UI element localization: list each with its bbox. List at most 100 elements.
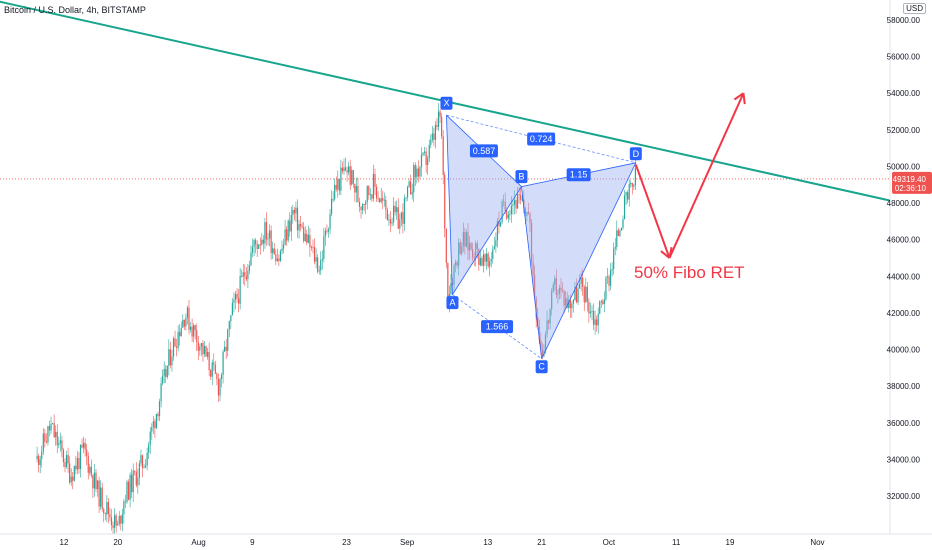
time-tick: 21 (537, 538, 546, 547)
candle-body (157, 413, 159, 417)
point-label-x[interactable] (440, 96, 453, 110)
candle-body (138, 463, 140, 478)
candle-body (552, 284, 554, 292)
candle-body (278, 258, 280, 261)
symbol-title[interactable]: Bitcoin / U.S. Dollar, 4h, BITSTAMP (4, 5, 146, 15)
candle-body (617, 230, 619, 236)
candle-body (211, 362, 213, 377)
candle-body (585, 286, 587, 303)
ratio-bd[interactable] (566, 168, 591, 182)
candle-body (537, 317, 539, 327)
candle-body (301, 226, 303, 228)
candle-body (251, 246, 254, 253)
candle-body (143, 467, 145, 468)
candle-body (430, 139, 432, 145)
price-tick: 38000.00 (887, 382, 921, 391)
candle-body (206, 352, 209, 357)
candle-body (461, 245, 463, 254)
pattern-leg[interactable] (541, 162, 637, 359)
ratio-ac[interactable] (481, 320, 514, 334)
candle-body (168, 349, 170, 366)
pattern-ratio-line[interactable] (452, 294, 542, 360)
candle-body (78, 457, 80, 470)
trendline[interactable] (0, 0, 932, 216)
candle-body (634, 168, 636, 185)
candle-body (129, 474, 131, 500)
candle-body (131, 474, 133, 493)
pattern-triangle-bcd[interactable] (521, 162, 636, 359)
time-axis[interactable] (0, 534, 932, 550)
candle-body (495, 240, 497, 247)
currency-label[interactable]: USD (903, 3, 926, 14)
candle-body (231, 302, 233, 316)
ratio-xd[interactable] (527, 132, 556, 146)
pattern-leg[interactable] (452, 186, 522, 295)
candle-body (571, 303, 573, 309)
candle-body (64, 462, 66, 468)
candle-body (273, 248, 275, 255)
candle-body (202, 343, 204, 355)
time-tick: 23 (342, 538, 351, 547)
candle-body (123, 501, 125, 515)
candle-body (532, 262, 534, 275)
candle-body (572, 299, 574, 304)
candle-body (513, 199, 516, 205)
candle-body (154, 421, 156, 429)
candle-body (566, 298, 568, 308)
candle-body (124, 501, 127, 503)
point-label-a[interactable] (446, 296, 459, 310)
candle-body (230, 315, 232, 322)
candle-body (282, 244, 285, 249)
candle-body (560, 287, 562, 291)
candle-body (416, 168, 418, 178)
price-tick: 58000.00 (887, 16, 921, 25)
candle-body (127, 481, 130, 500)
pattern-triangle-xab[interactable] (446, 115, 522, 295)
candle-body (558, 287, 561, 294)
candle-body (324, 230, 326, 237)
candle-body (520, 194, 522, 200)
candle-body (42, 433, 44, 452)
candle-body (361, 204, 364, 211)
pattern-leg[interactable] (446, 115, 453, 295)
ratio-bd-text: 1.15 (570, 170, 588, 180)
projection-arrow-down[interactable] (634, 164, 671, 259)
candle-body (276, 258, 278, 262)
ratio-xb[interactable] (469, 144, 498, 158)
time-tick: 19 (726, 538, 735, 547)
candle-body (98, 480, 100, 507)
candle-body (242, 272, 244, 277)
pattern-leg[interactable] (521, 186, 543, 359)
projection-arrow-up[interactable] (668, 92, 745, 259)
candle-body (591, 310, 593, 312)
candle-body (36, 455, 38, 460)
candle-body (529, 213, 531, 223)
candle-body (155, 413, 158, 429)
candle-body (151, 427, 153, 432)
candle-body (250, 252, 252, 266)
point-label-d[interactable] (629, 147, 642, 161)
point-label-b[interactable] (515, 170, 528, 184)
candle-body (366, 186, 368, 203)
candle-body (507, 214, 509, 219)
candle-body (355, 185, 357, 193)
candle-body (303, 227, 305, 242)
candle-body (526, 211, 528, 216)
candle-body (104, 513, 106, 515)
candle-body (219, 378, 221, 396)
countdown-value: 02:36:10 (895, 184, 927, 193)
candle-body (400, 212, 402, 220)
candle-body (454, 262, 457, 266)
candle-body (512, 204, 514, 206)
candle-body (118, 515, 120, 525)
candle-body (199, 346, 201, 351)
candle-body (53, 423, 55, 438)
price-scale[interactable] (890, 0, 932, 550)
candle-body (580, 277, 582, 284)
candle-body (413, 165, 415, 193)
point-label-c[interactable] (535, 360, 548, 374)
candle-body (101, 487, 103, 509)
candle-body (180, 327, 182, 337)
price-tick: 54000.00 (887, 89, 921, 98)
